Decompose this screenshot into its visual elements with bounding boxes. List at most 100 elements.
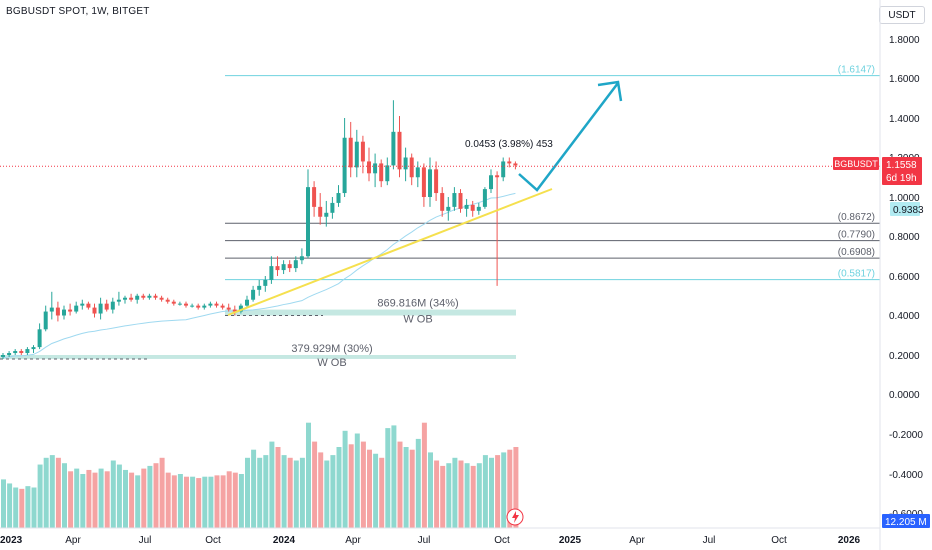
- candle-body: [428, 169, 432, 197]
- volume-bar: [379, 457, 385, 528]
- candle-body: [360, 141, 365, 162]
- candle: [440, 187, 445, 217]
- candle: [1, 353, 5, 359]
- y-tick-label: 0.6000: [889, 272, 920, 283]
- y-tick-label: 1.4000: [889, 114, 920, 125]
- candle: [348, 121, 353, 178]
- candle: [74, 301, 79, 314]
- volume-bar: [129, 472, 135, 528]
- x-tick-label: Oct: [771, 535, 787, 546]
- candle: [446, 197, 451, 221]
- candle-body: [452, 193, 457, 207]
- candle: [245, 295, 249, 308]
- candle: [177, 301, 182, 306]
- volume-bar: [208, 476, 214, 528]
- x-tick-label: 2024: [273, 535, 296, 546]
- candle: [275, 256, 280, 276]
- candle-body: [421, 167, 426, 197]
- projection-arrow[interactable]: [518, 80, 623, 192]
- candle: [104, 299, 109, 312]
- time-axis[interactable]: 2023 Apr Jul Oct 2024 Apr Jul Oct 2025 Apr Jul Oct 2…: [0, 527, 880, 546]
- candle: [238, 303, 243, 314]
- x-tick-label: Jul: [703, 535, 716, 546]
- candle: [354, 129, 359, 178]
- fib-level-label: (0.6908): [838, 247, 875, 258]
- volume-bar: [263, 455, 269, 528]
- candle-body: [184, 303, 188, 306]
- candle-body: [232, 309, 237, 312]
- candle: [501, 157, 506, 182]
- candle: [397, 116, 402, 178]
- volume-bar: [293, 460, 299, 528]
- trendline[interactable]: [227, 188, 553, 316]
- candle: [25, 347, 30, 355]
- candle-body: [269, 266, 274, 280]
- candle-body: [196, 305, 201, 308]
- volume-bar: [62, 463, 67, 528]
- lightning-icon[interactable]: [506, 508, 524, 526]
- candle-body: [25, 349, 30, 354]
- candle-body: [293, 260, 298, 269]
- candle-body: [141, 295, 146, 298]
- candle-body: [299, 256, 304, 261]
- volume-bar: [476, 463, 482, 528]
- candle-body: [385, 165, 390, 182]
- x-tick-label: Apr: [629, 535, 645, 546]
- candle: [452, 187, 457, 211]
- volume-bar: [415, 438, 421, 528]
- measure-label: 0.0453 (3.98%) 453: [465, 139, 553, 150]
- volume-bar: [470, 465, 476, 528]
- candle-body: [336, 193, 341, 203]
- candle: [470, 200, 475, 217]
- order-block-label: W OB: [317, 357, 346, 369]
- candle-body: [373, 163, 378, 174]
- volume-bar: [86, 469, 92, 528]
- candle: [55, 301, 60, 322]
- candle: [62, 305, 66, 320]
- x-tick-label: Oct: [494, 535, 510, 546]
- x-tick-label: Apr: [65, 535, 81, 546]
- candle-body: [263, 279, 268, 286]
- candle-body: [104, 303, 109, 310]
- candle-body: [495, 175, 500, 178]
- candle-body: [434, 169, 439, 194]
- arrow-path: [518, 82, 619, 192]
- fib-level-label: (0.5817): [838, 269, 875, 280]
- candle-body: [177, 303, 182, 305]
- candle: [129, 293, 134, 302]
- candle: [409, 153, 414, 186]
- volume-bar: [397, 441, 403, 528]
- candle-body: [171, 301, 176, 304]
- volume-bar: [43, 457, 49, 528]
- volume-bar: [373, 453, 379, 528]
- volume-bar: [446, 463, 452, 528]
- candle-body: [208, 303, 213, 306]
- volume-bar: [1, 479, 6, 528]
- candle-body: [226, 307, 231, 310]
- candle: [19, 349, 24, 355]
- candle-body: [379, 163, 384, 182]
- volume-bar: [13, 487, 19, 528]
- volume-bars: [1, 422, 519, 528]
- candle: [80, 299, 85, 310]
- volume-bar: [19, 488, 25, 528]
- candle: [293, 256, 298, 273]
- candle-body: [74, 305, 79, 312]
- volume-bar: [507, 449, 513, 528]
- candle: [37, 323, 42, 350]
- volume-bar: [275, 447, 281, 528]
- candle-body: [220, 305, 225, 308]
- candle: [391, 100, 396, 170]
- price-axis[interactable]: 1.80001.60001.40001.20001.00000.80000.60…: [879, 0, 923, 550]
- candle-body: [147, 295, 152, 298]
- candle-body: [1, 355, 5, 357]
- volume-bar: [245, 457, 250, 528]
- volume-bar: [513, 447, 519, 528]
- volume-bar: [7, 483, 13, 528]
- order-block-volume: 869.816M (34%): [377, 298, 458, 310]
- candle-body: [330, 202, 335, 213]
- x-tick-label: Jul: [139, 535, 152, 546]
- volume-bar: [409, 449, 415, 528]
- volume-bar: [489, 457, 494, 528]
